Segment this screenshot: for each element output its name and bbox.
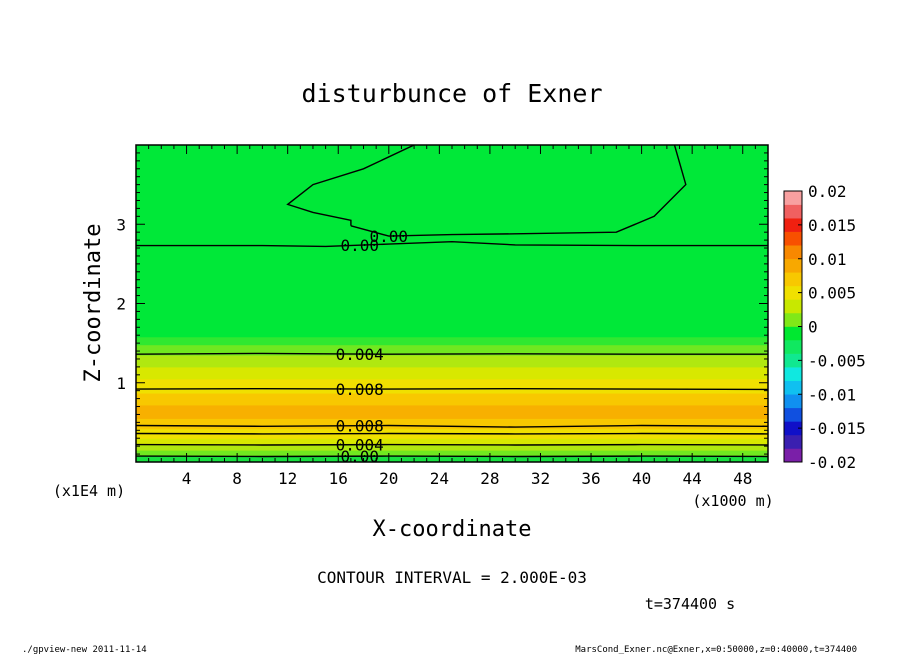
contour-field bbox=[136, 145, 768, 462]
colorbar-segment-19 bbox=[784, 191, 802, 205]
colorbar-segment-12 bbox=[784, 285, 802, 300]
colorbar-segment-10 bbox=[784, 312, 802, 327]
contour-band-1 bbox=[136, 450, 768, 457]
x-tick-label-24: 24 bbox=[430, 469, 449, 488]
colorbar-segment-9 bbox=[784, 326, 802, 341]
x-tick-label-8: 8 bbox=[232, 469, 242, 488]
contour-band-2 bbox=[136, 444, 768, 451]
x-axis: 4 8 12 16 20 24 28 32 36 40 44 48 bbox=[135, 145, 769, 488]
chart-title: disturbunce of Exner bbox=[301, 79, 602, 108]
y-tick-label-1: 1 bbox=[116, 374, 126, 393]
colorbar-label-5: -0.005 bbox=[808, 351, 866, 370]
y-axis-label: Z-coordinate bbox=[81, 224, 106, 383]
contour-label-7: 0.00 bbox=[370, 227, 409, 246]
contour-line-8 bbox=[286, 145, 415, 226]
y-units-label: (x1E4 m) bbox=[53, 482, 125, 500]
y-tick-label-3: 3 bbox=[116, 215, 126, 234]
colorbar-segment-18 bbox=[784, 204, 802, 219]
colorbar-label-1: 0.015 bbox=[808, 216, 856, 235]
colorbar-segment-11 bbox=[784, 299, 802, 314]
colorbar-label-3: 0.005 bbox=[808, 284, 856, 303]
contour-band-12 bbox=[136, 336, 768, 346]
x-tick-label-44: 44 bbox=[683, 469, 702, 488]
contour-lines bbox=[136, 145, 768, 458]
contour-band-9 bbox=[136, 366, 768, 380]
footer-left: ./gpview-new 2011-11-14 bbox=[22, 645, 147, 654]
contour-band-10 bbox=[136, 355, 768, 368]
contour-band-8 bbox=[136, 378, 768, 394]
contour-line-3 bbox=[136, 424, 768, 428]
contour-line-4 bbox=[136, 388, 768, 391]
colorbar-label-4: 0 bbox=[808, 318, 818, 337]
colorbar-segment-0 bbox=[784, 448, 802, 463]
x-tick-label-40: 40 bbox=[632, 469, 651, 488]
x-tick-label-16: 16 bbox=[329, 469, 348, 488]
contour-line-6 bbox=[136, 240, 768, 248]
contour-band-3 bbox=[136, 438, 768, 446]
colorbar-segment-1 bbox=[784, 434, 802, 449]
colorbar-segment-14 bbox=[784, 258, 802, 273]
contour-line-7 bbox=[350, 145, 687, 237]
colorbar-segment-3 bbox=[784, 407, 802, 422]
x-axis-label: X-coordinate bbox=[373, 517, 532, 542]
y-tick-label-2: 2 bbox=[116, 295, 126, 314]
x-units-label: (x1000 m) bbox=[692, 492, 773, 510]
colorbar-segment-15 bbox=[784, 245, 802, 260]
colorbar-label-7: -0.015 bbox=[808, 419, 866, 438]
colorbar-segment-16 bbox=[784, 231, 802, 246]
x-tick-label-36: 36 bbox=[581, 469, 600, 488]
colorbar-label-6: -0.01 bbox=[808, 385, 856, 404]
contour-band-11 bbox=[136, 344, 768, 356]
colorbar: 0.02 0.015 0.01 0.005 0 -0.005 -0.01 -0.015 -0.0… bbox=[783, 182, 866, 472]
x-tick-label-20: 20 bbox=[379, 469, 398, 488]
contour-band-5 bbox=[136, 418, 768, 430]
colorbar-label-2: 0.01 bbox=[808, 250, 847, 269]
colorbar-segment-4 bbox=[784, 394, 802, 409]
contour-label-5: 0.004 bbox=[336, 345, 384, 364]
time-label: t=374400 s bbox=[645, 595, 735, 613]
x-tick-label-48: 48 bbox=[733, 469, 752, 488]
y-axis: 1 2 3 bbox=[116, 144, 768, 463]
footer-right: MarsCond_Exner.nc@Exner,x=0:50000,z=0:40… bbox=[575, 645, 857, 654]
colorbar-segment-6 bbox=[784, 367, 802, 381]
x-tick-label-4: 4 bbox=[182, 469, 192, 488]
contour-band-6 bbox=[136, 404, 768, 419]
contour-label-1: 0.004 bbox=[336, 436, 384, 455]
contour-interval-label: CONTOUR INTERVAL = 2.000E-03 bbox=[317, 568, 587, 587]
x-tick-label-12: 12 bbox=[278, 469, 297, 488]
contour-band-7 bbox=[136, 393, 768, 406]
contour-label-3: 0.008 bbox=[336, 417, 384, 436]
colorbar-segment-13 bbox=[784, 272, 802, 287]
x-tick-label-32: 32 bbox=[531, 469, 550, 488]
contour-label-6: 0.00 bbox=[340, 236, 379, 255]
colorbar-segment-7 bbox=[784, 353, 802, 368]
contour-label-4: 0.008 bbox=[336, 380, 384, 399]
colorbar-segment-8 bbox=[784, 340, 802, 354]
colorbar-segment-5 bbox=[784, 380, 802, 395]
colorbar-label-0: 0.02 bbox=[808, 182, 847, 201]
colorbar-segment-17 bbox=[784, 218, 802, 232]
colorbar-segment-2 bbox=[784, 421, 802, 436]
colorbar-label-8: -0.02 bbox=[808, 453, 856, 472]
contour-line-5 bbox=[136, 352, 768, 355]
x-tick-label-28: 28 bbox=[480, 469, 499, 488]
